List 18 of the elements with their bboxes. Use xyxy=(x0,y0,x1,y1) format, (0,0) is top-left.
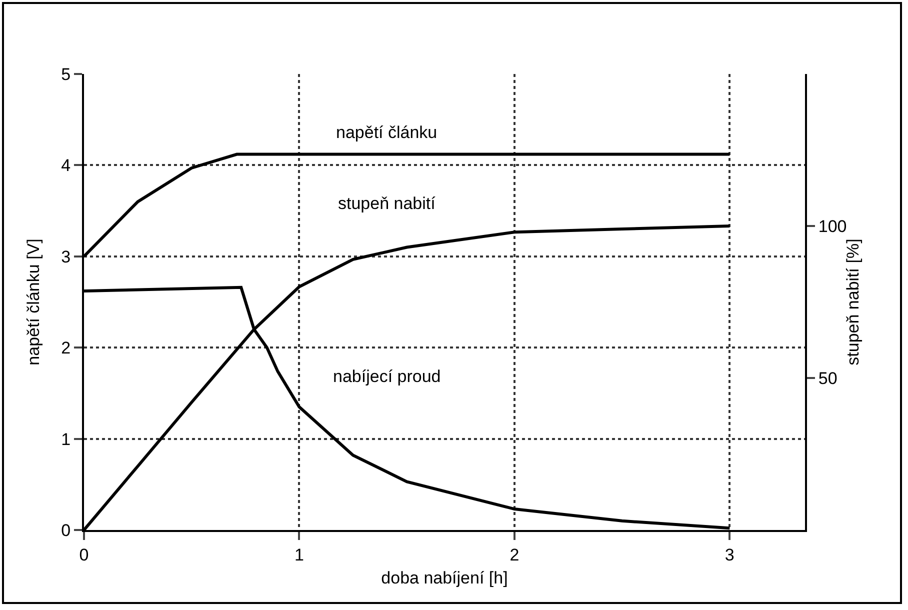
y-tick-label: 3 xyxy=(61,247,71,266)
x-tick-label: 3 xyxy=(724,545,734,564)
y-tick-label: 5 xyxy=(61,64,71,84)
y-tick-label: 1 xyxy=(61,430,71,449)
y2-axis-title: stupeň nabití [%] xyxy=(844,238,862,366)
y-tick-label: 2 xyxy=(61,338,71,358)
x-tick-label: 1 xyxy=(294,545,304,564)
y-axis-title: napětí článku [V] xyxy=(24,238,43,366)
text: nabíjecí proud xyxy=(333,367,441,386)
series-label: napětí článku xyxy=(336,123,438,142)
y2-tick-label: 50 xyxy=(818,368,838,388)
y-tick-label: 4 xyxy=(61,156,71,176)
y-tick-label: 0 xyxy=(61,520,71,540)
x-axis-title: doba nabíjení [h] xyxy=(381,568,508,588)
y2-tick-label: 100 xyxy=(818,216,847,236)
x-tick-label: 0 xyxy=(79,545,89,564)
x-tick-label: 2 xyxy=(510,545,520,564)
series-label: stupeň nabití xyxy=(338,194,436,213)
